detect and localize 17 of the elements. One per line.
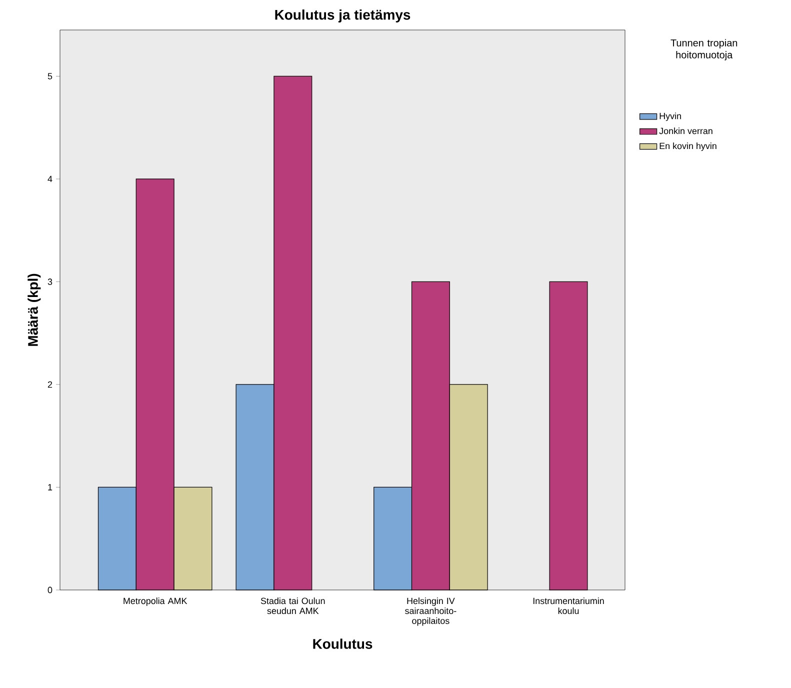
- legend-label: Hyvin: [660, 112, 681, 121]
- x-tick-label: Metropolia AMK: [124, 598, 188, 606]
- y-tick-label: 2: [48, 381, 52, 388]
- y-tick-label: 0: [48, 586, 52, 594]
- chart-title: Koulutus ja tietämys: [275, 9, 410, 22]
- y-tick-label: 4: [48, 176, 52, 182]
- legend-title: Tunnen tropian hoitomuotoja: [670, 39, 738, 60]
- x-tick-label: Helsingin IV sairaanhoito-oppilaitos: [405, 598, 456, 626]
- legend-label: Jonkin verran: [659, 128, 712, 134]
- legend-label: En kovin hyvin: [660, 142, 716, 151]
- x-axis-title: Koulutus: [313, 638, 372, 649]
- y-tick-label: 5: [48, 73, 52, 80]
- x-tick-label: Stadia tai Oulun seudun AMK: [260, 598, 325, 614]
- y-axis-title: Määrä (kpl): [28, 274, 41, 346]
- y-tick-label: 1: [48, 484, 52, 490]
- y-tick-label: 3: [48, 278, 52, 285]
- x-tick-label: Instrumentariumin koulu: [533, 598, 604, 614]
